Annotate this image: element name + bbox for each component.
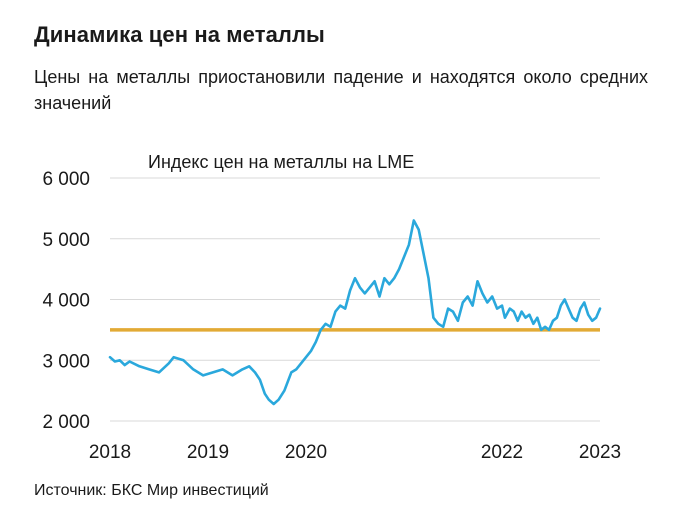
series-line	[108, 219, 602, 406]
x-axis: 2018 2019 2020 2022 2023	[89, 442, 621, 463]
x-tick-label: 2019	[187, 442, 229, 463]
source-note: Источник: БКС Мир инвестиций	[34, 482, 269, 499]
chart-subtitle: Цены на металлы приостановили падение и …	[34, 67, 648, 113]
x-tick-label: 2023	[579, 442, 621, 463]
grid-lines	[110, 177, 600, 422]
y-tick-label: 6 000	[42, 169, 90, 190]
y-tick-label: 5 000	[42, 230, 90, 251]
chart-title: Динамика цен на металлы	[34, 22, 325, 47]
series-group	[108, 219, 602, 406]
x-tick-label: 2020	[285, 442, 327, 463]
y-tick-label: 4 000	[42, 291, 90, 312]
y-tick-label: 2 000	[42, 412, 90, 433]
y-tick-label: 3 000	[42, 351, 90, 372]
x-tick-label: 2018	[89, 442, 131, 463]
x-tick-label: 2022	[481, 442, 523, 463]
plot-title: Индекс цен на металлы на LME	[148, 152, 414, 172]
y-axis: 2 000 3 000 4 000 5 000 6 000	[42, 169, 90, 433]
